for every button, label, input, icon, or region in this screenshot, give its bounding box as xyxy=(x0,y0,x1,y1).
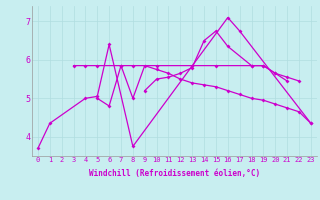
X-axis label: Windchill (Refroidissement éolien,°C): Windchill (Refroidissement éolien,°C) xyxy=(89,169,260,178)
